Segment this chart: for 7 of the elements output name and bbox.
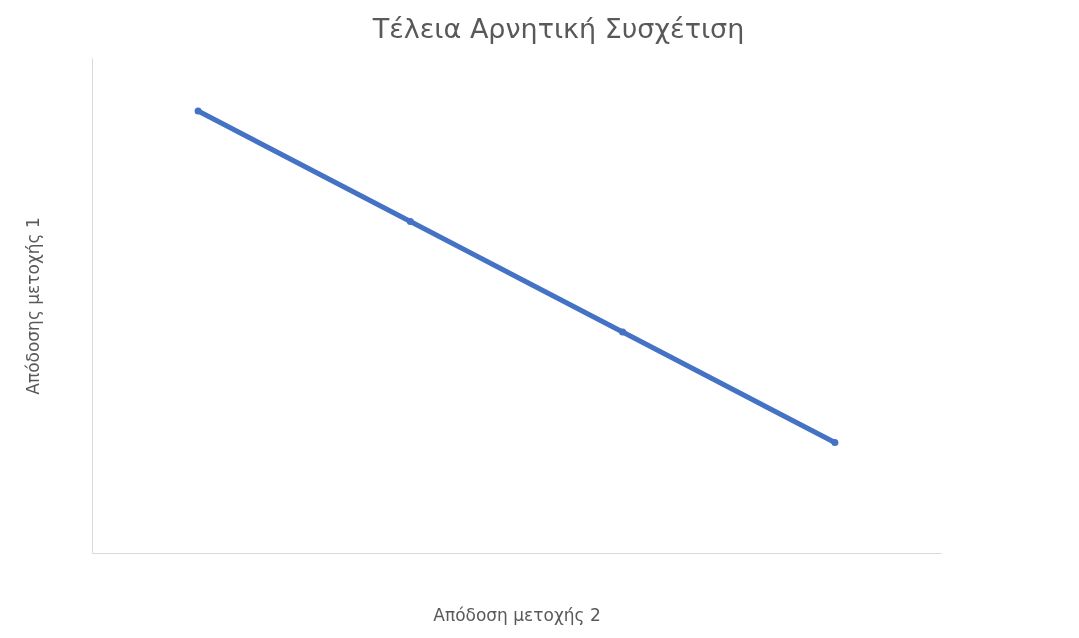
point: [619, 328, 627, 336]
x-axis-title: Απόδοση μετοχής 2: [433, 604, 601, 625]
point: [831, 438, 839, 447]
point: [194, 107, 202, 115]
point: [406, 218, 414, 226]
chart-title: Τέλεια Αρνητική Συσχέτιση: [371, 13, 745, 44]
y-axis-title: Απόδοσης μετοχής 1: [22, 217, 43, 395]
